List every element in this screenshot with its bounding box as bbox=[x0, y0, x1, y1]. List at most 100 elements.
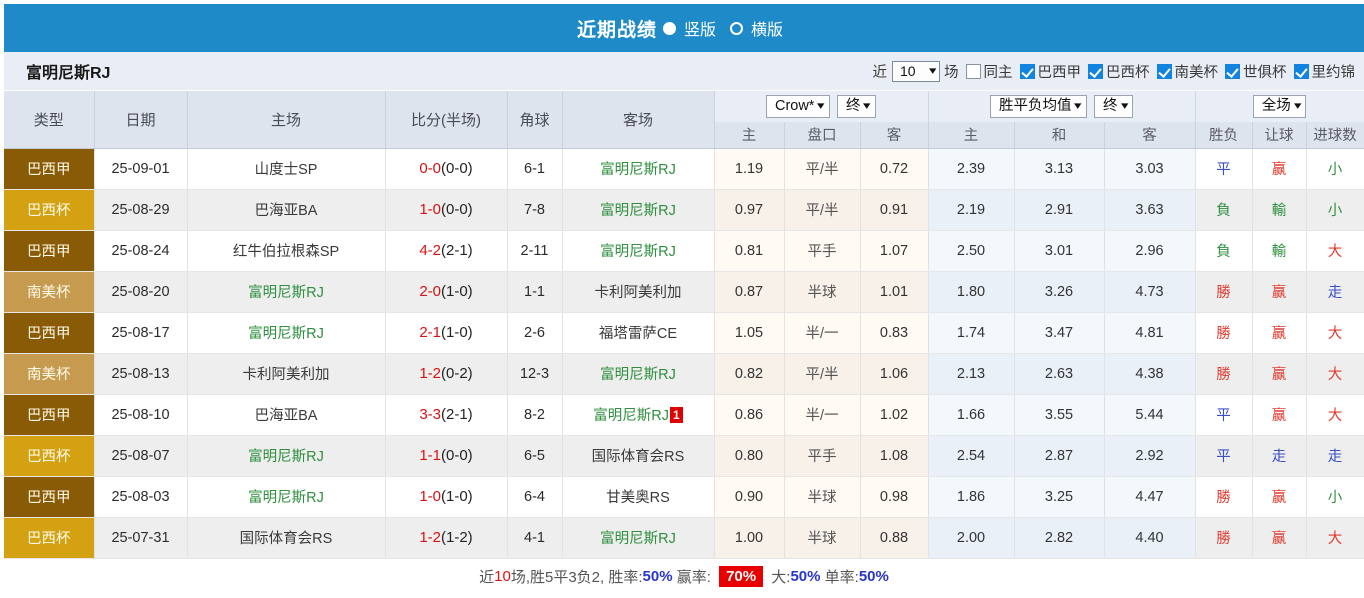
home-team-name[interactable]: 卡利阿美利加 bbox=[242, 367, 330, 383]
away-team-name[interactable]: 富明尼斯RJ bbox=[600, 244, 676, 260]
cell-home-team[interactable]: 红牛伯拉根森SP bbox=[187, 230, 386, 272]
table-row[interactable]: 巴西甲 25-08-10 巴海亚BA 3-3(2-1) 8-2 富明尼斯RJ 1 0.86 半/… bbox=[4, 394, 1364, 436]
cell-home-team[interactable]: 富明尼斯RJ bbox=[187, 476, 386, 518]
away-team-name[interactable]: 富明尼斯RJ bbox=[600, 162, 676, 178]
cell-away-team[interactable]: 富明尼斯RJ bbox=[562, 230, 715, 272]
label-same-home[interactable]: 同主 bbox=[983, 64, 1013, 81]
cell-away-team[interactable]: 富明尼斯RJ bbox=[562, 148, 715, 190]
cell-home-team[interactable]: 卡利阿美利加 bbox=[187, 353, 386, 395]
cell-competition-type[interactable]: 巴西甲 bbox=[4, 148, 95, 190]
label-comp-4[interactable]: 里约锦 bbox=[1311, 64, 1356, 81]
cell-competition-type[interactable]: 巴西杯 bbox=[4, 189, 95, 231]
label-comp-3[interactable]: 世俱杯 bbox=[1243, 64, 1287, 81]
checkbox-comp-3[interactable] bbox=[1225, 63, 1240, 79]
cell-competition-type[interactable]: 巴西杯 bbox=[4, 435, 95, 477]
table-row[interactable]: 巴西杯 25-07-31 国际体育会RS 1-2(1-2) 4-1 富明尼斯RJ 1.00 半… bbox=[4, 517, 1364, 559]
table-row[interactable]: 巴西甲 25-08-03 富明尼斯RJ 1-0(1-0) 6-4 甘美奥RS 0.90 半球 0… bbox=[4, 476, 1364, 518]
cell-score[interactable]: 2-1(1-0) bbox=[385, 312, 508, 354]
cell-away-team[interactable]: 富明尼斯RJ bbox=[562, 189, 715, 231]
match-score[interactable]: 0-0(0-0) bbox=[419, 160, 473, 177]
label-comp-0[interactable]: 巴西甲 bbox=[1037, 64, 1082, 81]
cell-away-team[interactable]: 卡利阿美利加 bbox=[562, 271, 715, 313]
away-team-name[interactable]: 富明尼斯RJ bbox=[600, 203, 676, 219]
match-score[interactable]: 1-2(0-2) bbox=[419, 365, 473, 382]
cell-away-team[interactable]: 国际体育会RS bbox=[562, 435, 715, 477]
away-team-name[interactable]: 富明尼斯RJ bbox=[600, 367, 676, 383]
cell-away-team[interactable]: 富明尼斯RJ bbox=[562, 517, 715, 559]
table-row[interactable]: 巴西甲 25-08-17 富明尼斯RJ 2-1(1-0) 2-6 福塔雷萨CE 1.05 半/… bbox=[4, 312, 1364, 354]
table-row[interactable]: 南美杯 25-08-20 富明尼斯RJ 2-0(1-0) 1-1 卡利阿美利加 0.87 半球… bbox=[4, 271, 1364, 313]
table-row[interactable]: 巴西甲 25-08-24 红牛伯拉根森SP 4-2(2-1) 2-11 富明尼斯RJ 0.8… bbox=[4, 230, 1364, 272]
table-row[interactable]: 巴西杯 25-08-29 巴海亚BA 1-0(0-0) 7-8 富明尼斯RJ 0.97 平/半… bbox=[4, 189, 1364, 231]
away-team-name[interactable]: 甘美奥RS bbox=[606, 490, 670, 506]
cell-score[interactable]: 0-0(0-0) bbox=[385, 148, 508, 190]
radio-vertical-label[interactable]: 竖版 bbox=[683, 22, 716, 39]
cell-competition-type[interactable]: 巴西甲 bbox=[4, 476, 95, 518]
match-count-select[interactable]: 10 ▾ bbox=[892, 60, 940, 82]
eu-phase-select[interactable]: 终 ▾ bbox=[1094, 95, 1134, 118]
table-row[interactable]: 南美杯 25-08-13 卡利阿美利加 1-2(0-2) 12-3 富明尼斯RJ 0.82 平… bbox=[4, 353, 1364, 395]
cell-score[interactable]: 1-2(1-2) bbox=[385, 517, 508, 559]
home-team-name[interactable]: 巴海亚BA bbox=[254, 408, 318, 424]
label-comp-1[interactable]: 巴西杯 bbox=[1106, 64, 1150, 81]
cell-competition-type[interactable]: 巴西甲 bbox=[4, 394, 95, 436]
match-score[interactable]: 2-0(1-0) bbox=[419, 283, 473, 300]
scope-select[interactable]: 全场 ▾ bbox=[1252, 95, 1307, 118]
match-score[interactable]: 4-2(2-1) bbox=[419, 242, 473, 259]
cell-home-team[interactable]: 山度士SP bbox=[187, 148, 386, 190]
checkbox-comp-2[interactable] bbox=[1156, 63, 1172, 79]
cell-competition-type[interactable]: 巴西甲 bbox=[4, 312, 95, 354]
cell-away-team[interactable]: 富明尼斯RJ bbox=[562, 353, 715, 395]
cell-score[interactable]: 1-2(0-2) bbox=[385, 353, 508, 395]
checkbox-comp-1[interactable] bbox=[1088, 63, 1103, 79]
checkbox-comp-0[interactable] bbox=[1019, 63, 1035, 79]
radio-vertical-icon[interactable] bbox=[662, 21, 676, 35]
match-score[interactable]: 1-0(0-0) bbox=[419, 201, 473, 218]
match-score[interactable]: 2-1(1-0) bbox=[419, 324, 473, 341]
cell-score[interactable]: 4-2(2-1) bbox=[385, 230, 508, 272]
cell-away-team[interactable]: 甘美奥RS bbox=[562, 476, 715, 518]
home-team-name[interactable]: 富明尼斯RJ bbox=[248, 285, 324, 301]
away-team-name[interactable]: 福塔雷萨CE bbox=[598, 326, 678, 342]
cell-away-team[interactable]: 富明尼斯RJ 1 bbox=[562, 394, 715, 436]
cell-score[interactable]: 1-1(0-0) bbox=[385, 435, 508, 477]
ah-phase-select[interactable]: 终 ▾ bbox=[836, 95, 877, 118]
home-team-name[interactable]: 富明尼斯RJ bbox=[248, 326, 324, 342]
table-row[interactable]: 巴西杯 25-08-07 富明尼斯RJ 1-1(0-0) 6-5 国际体育会RS 0.80 平… bbox=[4, 435, 1364, 477]
cell-competition-type[interactable]: 巴西杯 bbox=[4, 517, 95, 559]
home-team-name[interactable]: 红牛伯拉根森SP bbox=[232, 244, 340, 260]
cell-competition-type[interactable]: 南美杯 bbox=[4, 353, 95, 395]
cell-home-team[interactable]: 富明尼斯RJ bbox=[187, 312, 386, 354]
match-score[interactable]: 3-3(2-1) bbox=[419, 406, 473, 423]
home-team-name[interactable]: 山度士SP bbox=[254, 162, 318, 178]
table-row[interactable]: 巴西甲 25-09-01 山度士SP 0-0(0-0) 6-1 富明尼斯RJ 1.19 平/半… bbox=[4, 148, 1364, 190]
away-team-name[interactable]: 卡利阿美利加 bbox=[594, 285, 682, 301]
match-score[interactable]: 1-0(1-0) bbox=[419, 488, 473, 505]
away-team-name[interactable]: 富明尼斯RJ 1 bbox=[593, 407, 683, 424]
checkbox-comp-4[interactable] bbox=[1293, 63, 1309, 79]
label-comp-2[interactable]: 南美杯 bbox=[1174, 64, 1219, 81]
cell-home-team[interactable]: 国际体育会RS bbox=[187, 517, 386, 559]
eu-odds-type-select[interactable]: 胜平负均值 ▾ bbox=[989, 95, 1087, 118]
away-team-name[interactable]: 富明尼斯RJ bbox=[600, 531, 676, 547]
home-team-name[interactable]: 巴海亚BA bbox=[254, 203, 318, 219]
match-score[interactable]: 1-1(0-0) bbox=[419, 447, 473, 464]
bookmaker-select[interactable]: Crow* ▾ bbox=[765, 95, 830, 118]
radio-horizontal-icon[interactable] bbox=[730, 21, 743, 35]
cell-home-team[interactable]: 巴海亚BA bbox=[187, 394, 386, 436]
cell-score[interactable]: 1-0(1-0) bbox=[385, 476, 508, 518]
home-team-name[interactable]: 富明尼斯RJ bbox=[248, 449, 324, 465]
cell-away-team[interactable]: 福塔雷萨CE bbox=[562, 312, 715, 354]
away-team-name[interactable]: 国际体育会RS bbox=[591, 449, 685, 465]
checkbox-same-home[interactable] bbox=[965, 63, 981, 79]
cell-score[interactable]: 2-0(1-0) bbox=[385, 271, 508, 313]
cell-competition-type[interactable]: 南美杯 bbox=[4, 271, 95, 313]
cell-home-team[interactable]: 富明尼斯RJ bbox=[187, 435, 386, 477]
cell-home-team[interactable]: 巴海亚BA bbox=[187, 189, 386, 231]
match-score[interactable]: 1-2(1-2) bbox=[419, 529, 473, 546]
cell-home-team[interactable]: 富明尼斯RJ bbox=[187, 271, 386, 313]
cell-score[interactable]: 3-3(2-1) bbox=[385, 394, 508, 436]
cell-score[interactable]: 1-0(0-0) bbox=[385, 189, 508, 231]
home-team-name[interactable]: 国际体育会RS bbox=[239, 531, 333, 547]
cell-competition-type[interactable]: 巴西甲 bbox=[4, 230, 95, 272]
